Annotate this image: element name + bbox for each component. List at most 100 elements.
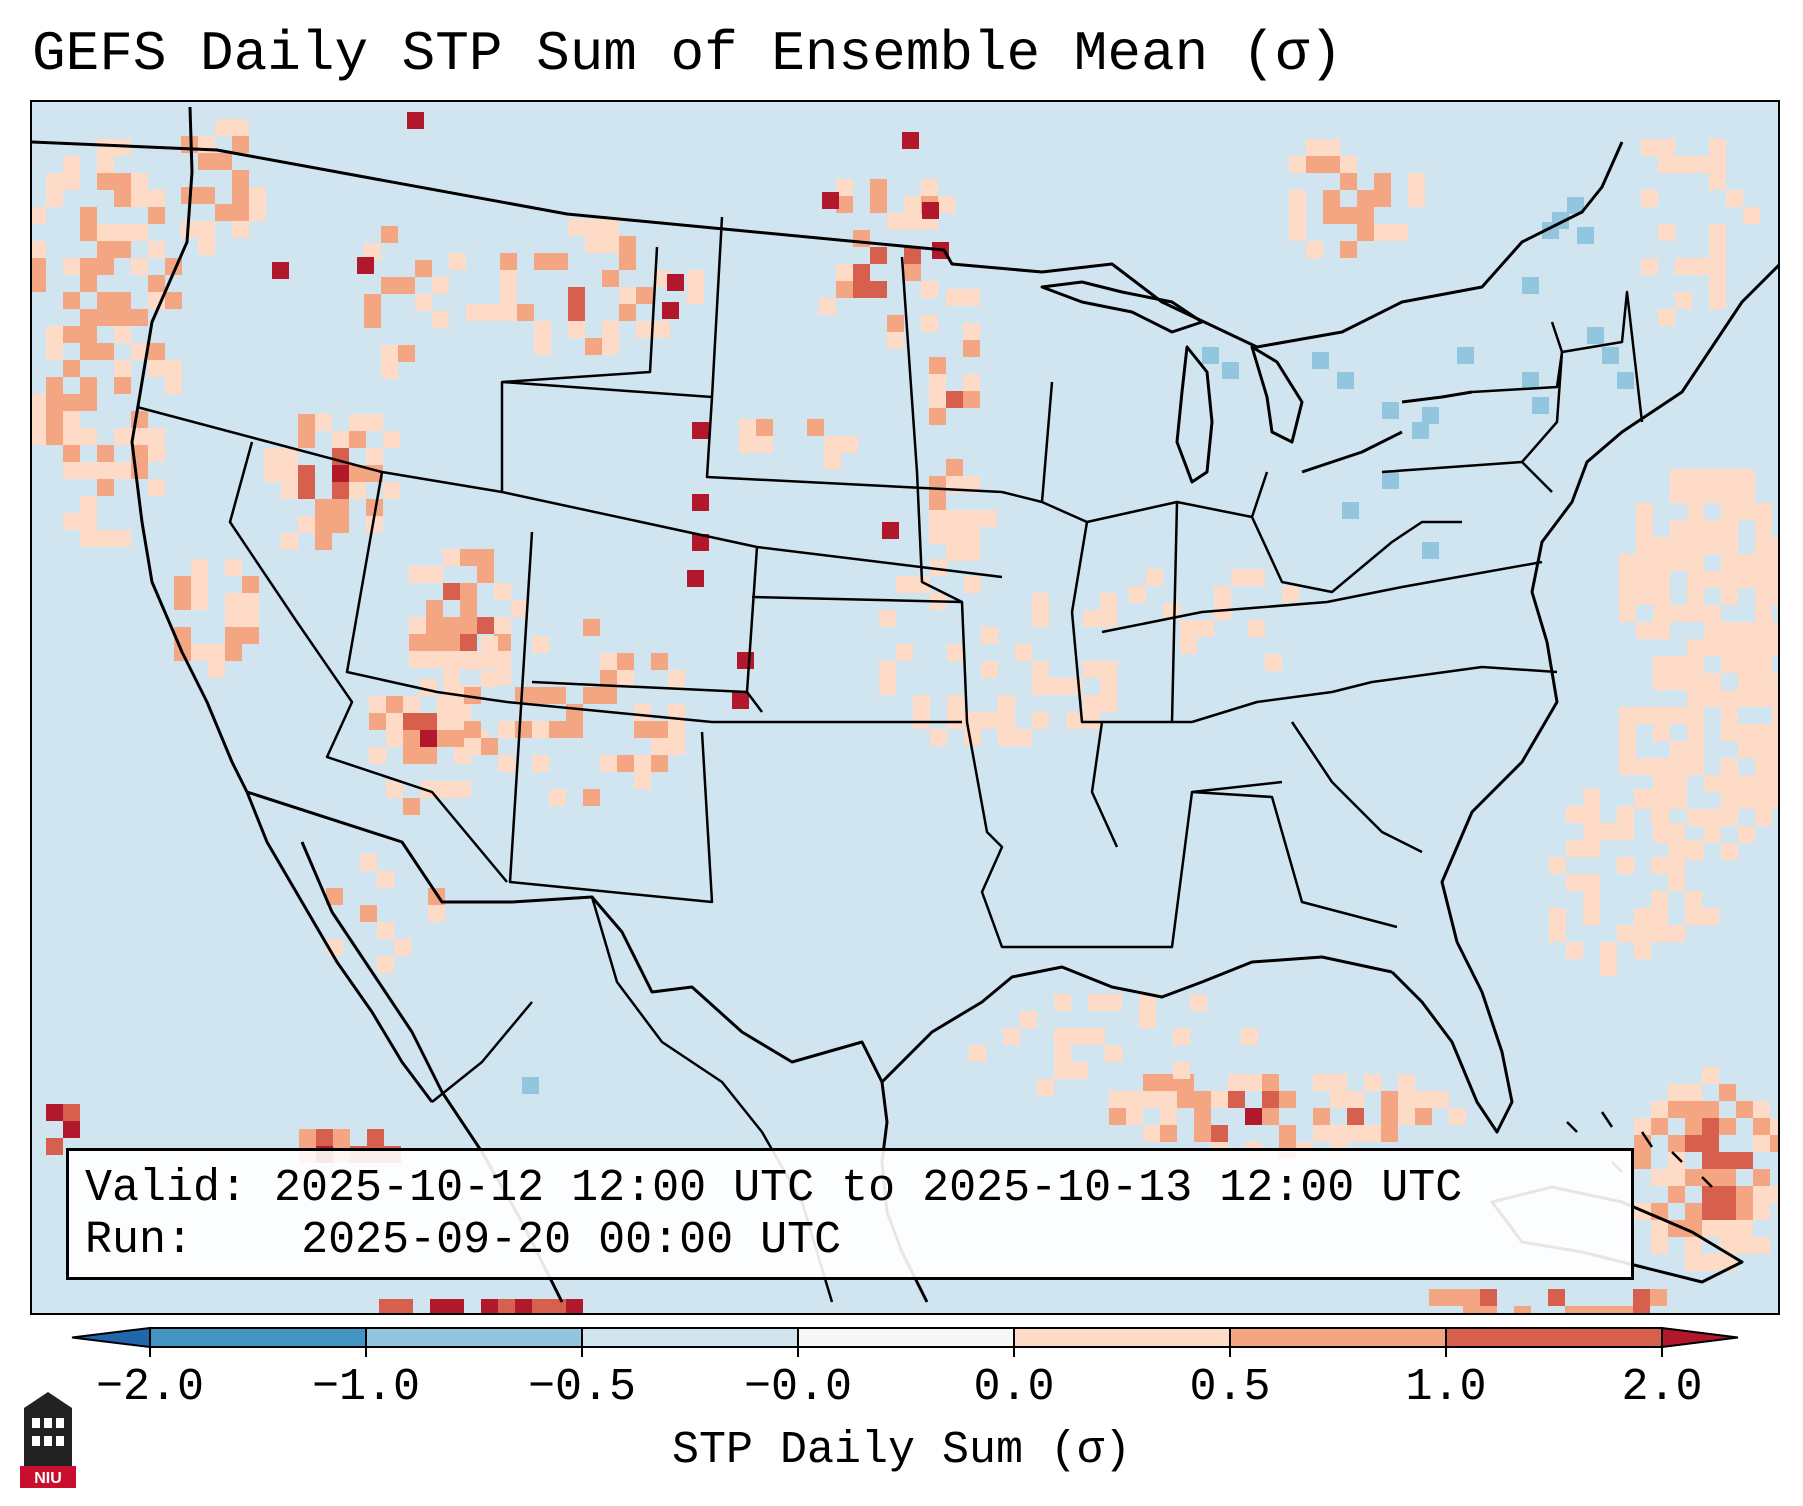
anomaly-cell — [1736, 1220, 1753, 1237]
anomaly-cell — [1054, 1062, 1071, 1079]
anomaly-cell — [114, 173, 131, 190]
anomaly-cell — [494, 668, 511, 685]
anomaly-cell — [1143, 1074, 1160, 1091]
anomaly-cell — [947, 644, 964, 661]
anomaly-cell — [904, 196, 921, 213]
anomaly-cell — [1641, 258, 1658, 275]
anomaly-cell — [1262, 1074, 1279, 1091]
anomaly-cell — [998, 695, 1015, 712]
anomaly-cell — [1265, 654, 1282, 671]
anomaly-cell — [369, 747, 386, 764]
anomaly-cell — [1668, 925, 1685, 942]
anomaly-cell — [272, 262, 289, 279]
anomaly-cell — [97, 241, 114, 258]
anomaly-cell — [1753, 1169, 1770, 1186]
anomaly-cell — [1721, 622, 1738, 639]
anomaly-cell — [1651, 857, 1668, 874]
anomaly-cell — [981, 661, 998, 678]
anomaly-cell — [946, 289, 963, 306]
anomaly-cell — [1391, 224, 1408, 241]
anomaly-cell — [32, 258, 46, 275]
anomaly-cell — [298, 414, 315, 431]
anomaly-cell — [80, 207, 97, 224]
anomaly-cell — [1687, 520, 1704, 537]
anomaly-cell — [600, 670, 617, 687]
anomaly-cell — [634, 704, 651, 721]
anomaly-cell — [1668, 1152, 1685, 1169]
anomaly-cell — [668, 738, 685, 755]
anomaly-cell — [1658, 309, 1675, 326]
anomaly-cell — [1772, 588, 1778, 605]
anomaly-cell — [1583, 891, 1600, 908]
anomaly-cell — [1600, 823, 1617, 840]
anomaly-cell — [1772, 690, 1778, 707]
anomaly-cell — [515, 1299, 532, 1313]
anomaly-cell — [1054, 1045, 1071, 1062]
anomaly-cell — [403, 798, 420, 815]
anomaly-cell — [1704, 571, 1721, 588]
anomaly-cell — [1636, 758, 1653, 775]
anomaly-cell — [1617, 857, 1634, 874]
anomaly-cell — [998, 729, 1015, 746]
anomaly-cell — [692, 534, 709, 551]
anomaly-cell — [1772, 639, 1778, 656]
anomaly-cell — [420, 679, 437, 696]
anomaly-cell — [1364, 1074, 1381, 1091]
anomaly-cell — [1738, 792, 1755, 809]
anomaly-cell — [1565, 1306, 1582, 1313]
anomaly-cell — [836, 264, 853, 281]
anomaly-cell — [443, 668, 460, 685]
anomaly-cell — [1289, 207, 1306, 224]
colorbar-title: STP Daily Sum (σ) — [671, 1425, 1132, 1476]
great-lakes-michigan — [1175, 345, 1214, 484]
anomaly-cell — [1583, 840, 1600, 857]
anomaly-cell — [1772, 537, 1778, 554]
anomaly-cell — [1374, 190, 1391, 207]
colorbar-segment — [1446, 1328, 1662, 1347]
anomaly-cell — [634, 755, 651, 772]
anomaly-cell — [426, 651, 443, 668]
anomaly-cell — [232, 136, 249, 153]
anomaly-cell — [1702, 1135, 1719, 1152]
anomaly-cell — [46, 173, 63, 190]
anomaly-cell — [483, 304, 500, 321]
anomaly-cell — [1719, 1118, 1736, 1135]
anomaly-cell — [1772, 571, 1778, 588]
anomaly-cell — [1636, 503, 1653, 520]
anomaly-cell — [1619, 741, 1636, 758]
anomaly-cell — [667, 274, 684, 291]
anomaly-cell — [464, 721, 481, 738]
anomaly-cell — [1755, 741, 1772, 758]
anomaly-cell — [1323, 139, 1340, 156]
anomaly-cell — [1049, 678, 1066, 695]
anomaly-cell — [281, 448, 298, 465]
anomaly-cell — [1653, 673, 1670, 690]
colorbar-segment — [1230, 1328, 1446, 1347]
anomaly-cell — [131, 258, 148, 275]
anomaly-cell — [1313, 1125, 1330, 1142]
anomaly-cell — [824, 453, 841, 470]
anomaly-cell — [1670, 554, 1687, 571]
anomaly-cell — [1549, 857, 1566, 874]
anomaly-cell — [1709, 258, 1726, 275]
anomaly-cell — [1719, 1169, 1736, 1186]
anomaly-cell — [1619, 554, 1636, 571]
anomaly-cell — [114, 530, 131, 547]
anomaly-cell — [904, 247, 921, 264]
anomaly-cell — [131, 190, 148, 207]
anomaly-cell — [1340, 156, 1357, 173]
anomaly-cell — [1709, 292, 1726, 309]
anomaly-cell — [1772, 792, 1778, 809]
anomaly-cell — [232, 170, 249, 187]
anomaly-cell — [600, 755, 617, 772]
anomaly-cell — [568, 321, 585, 338]
anomaly-cell — [1772, 741, 1778, 758]
anomaly-cell — [1083, 712, 1100, 729]
anomaly-cell — [1634, 789, 1651, 806]
anomaly-cell — [1566, 840, 1583, 857]
anomaly-cell — [1651, 1237, 1668, 1254]
anomaly-cell — [1636, 707, 1653, 724]
anomaly-cell — [281, 465, 298, 482]
anomaly-cell — [1770, 1186, 1778, 1203]
anomaly-cell — [1636, 622, 1653, 639]
